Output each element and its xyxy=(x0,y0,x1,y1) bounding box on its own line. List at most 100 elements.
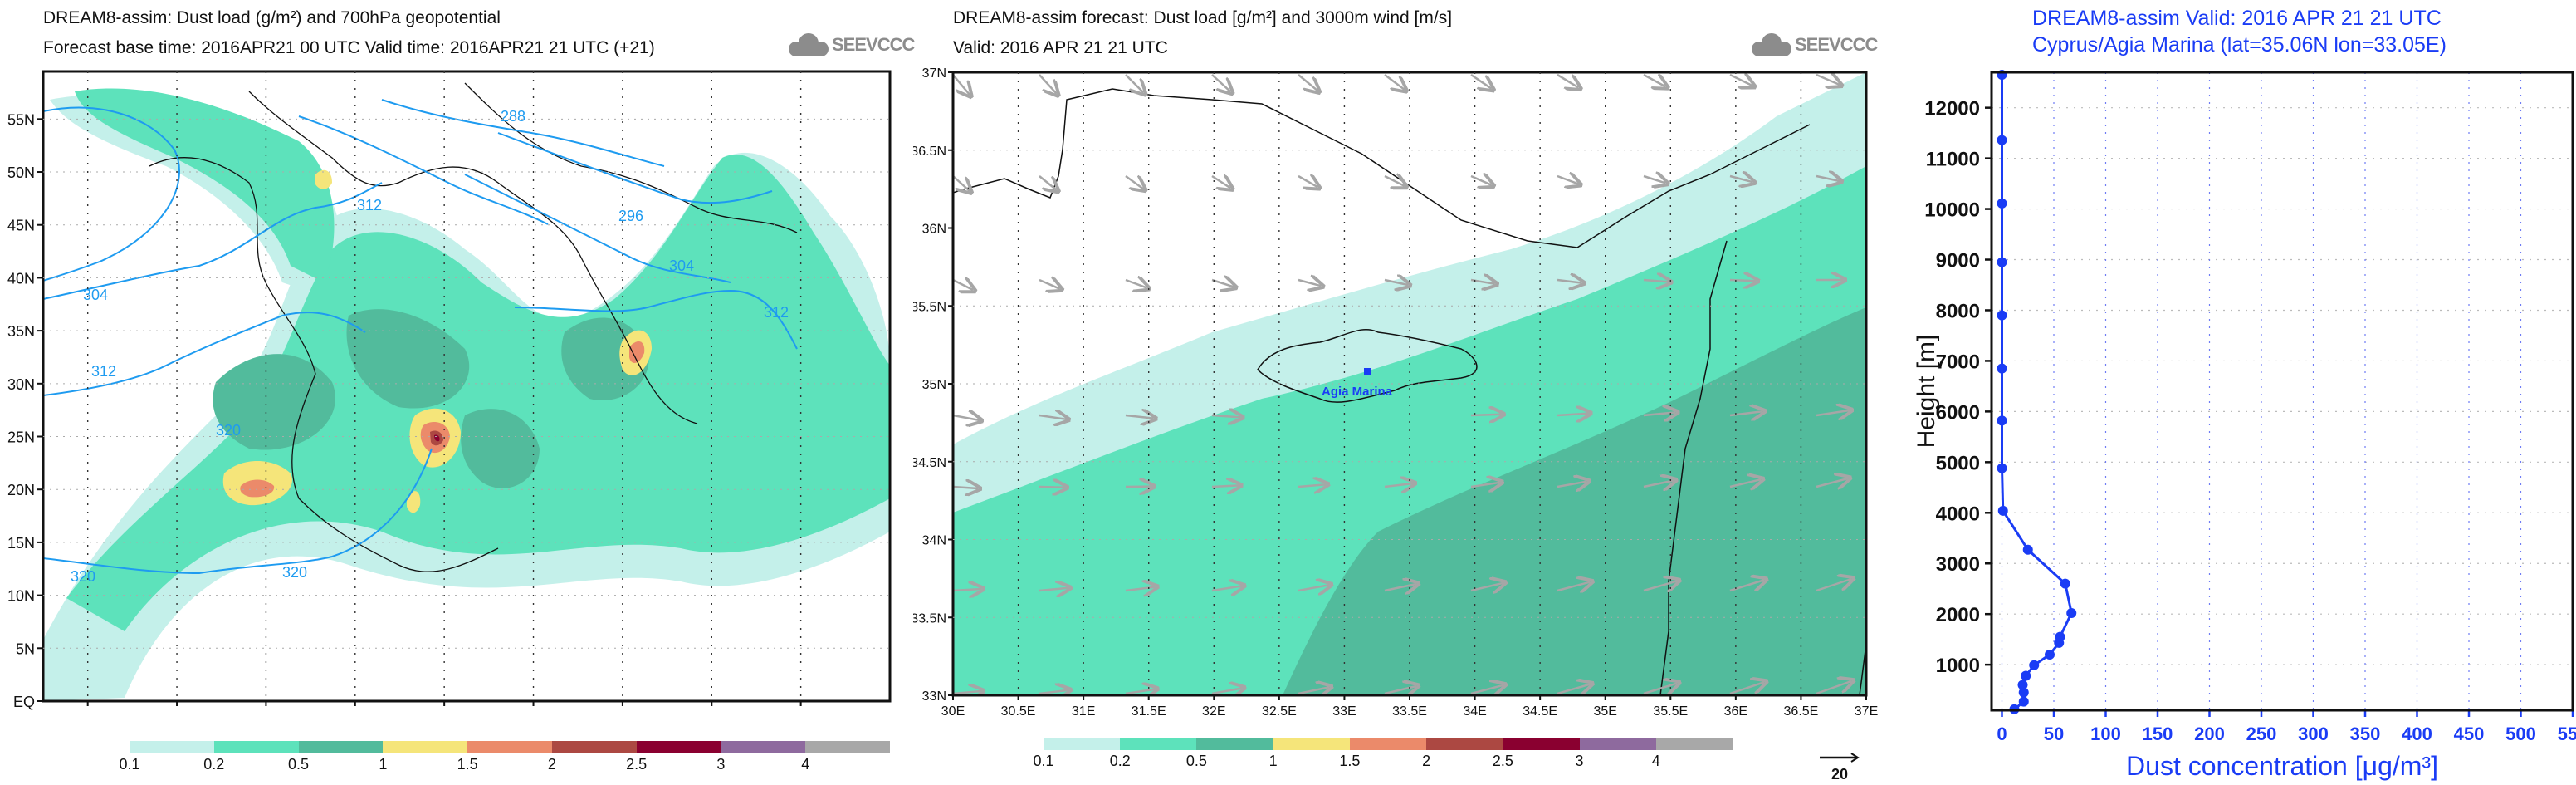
wind-arrow-icon xyxy=(953,175,970,191)
dust-load-field xyxy=(43,82,890,701)
colorbar-segment xyxy=(1273,738,1350,750)
lat-tick-label: 55N xyxy=(7,111,35,128)
x-tick-label: 500 xyxy=(2505,724,2536,744)
y-tick-label: 2000 xyxy=(1936,604,1980,626)
wind-arrow-icon xyxy=(1643,176,1665,183)
colorbar-label: 2 xyxy=(1422,753,1431,769)
contour-label: 312 xyxy=(91,363,116,380)
wind-arrow-icon xyxy=(1211,415,1240,417)
y-tick-label: 6000 xyxy=(1936,401,1980,424)
contour-label: 320 xyxy=(216,422,241,439)
lat-tick-label: 30N xyxy=(7,376,35,393)
wind-scale-legend: 20 xyxy=(1820,753,1860,783)
panel1-subtitle: Forecast base time: 2016APR21 00 UTC Val… xyxy=(43,38,655,57)
wind-arrow-icon xyxy=(1729,75,1752,86)
wind-arrow-icon xyxy=(1384,483,1413,487)
colorbar-label: 3 xyxy=(1575,753,1584,769)
wind-arrow-icon xyxy=(1470,73,1492,89)
colorbar-segment xyxy=(1120,738,1197,750)
colorbar-label: 1.5 xyxy=(457,756,478,773)
lon-tick-label: 0 xyxy=(262,713,270,714)
x-tick-label: 100 xyxy=(2090,724,2121,744)
station-marker-icon[interactable] xyxy=(1364,368,1371,375)
wind-arrow-icon xyxy=(1643,581,1677,591)
contour-312-west xyxy=(43,182,383,300)
y-tick-label: 12000 xyxy=(1924,98,1980,120)
contour-304-west xyxy=(43,106,180,282)
lat-tick-label: 35N xyxy=(922,378,946,392)
profile-point xyxy=(2018,687,2029,698)
profile-point xyxy=(2060,578,2070,589)
lon-tick-label: 30E xyxy=(941,704,965,719)
colorbar-segment xyxy=(636,741,721,753)
y-tick-label: 10000 xyxy=(1924,199,1980,222)
colorbar-segment xyxy=(213,741,299,753)
colorbar-segment xyxy=(1503,738,1580,750)
lon-tick-label: 60E xyxy=(788,713,814,714)
lon-tick-label: 20W xyxy=(72,713,103,714)
lon-tick-label: 31E xyxy=(1072,704,1095,719)
colorbar-segment xyxy=(1349,738,1427,750)
lat-tick-label: 45N xyxy=(7,218,35,234)
x-tick-label: 450 xyxy=(2454,724,2485,744)
wind-arrow-icon xyxy=(1125,176,1144,189)
wind-arrow-icon xyxy=(1125,280,1147,288)
wind-arrow-icon xyxy=(1125,74,1144,93)
lon-tick-label: 34E xyxy=(1463,704,1486,719)
station-label: Agia Marina xyxy=(1322,385,1393,399)
y-tick-label: 9000 xyxy=(1936,250,1980,272)
map-panel-regional: 288 296 304 304 312 312 312 320 320 320 … xyxy=(7,70,892,714)
wind-arrow-icon xyxy=(1557,73,1579,88)
colorbar-label: 3 xyxy=(716,756,726,773)
wind-arrow-icon xyxy=(1384,686,1416,694)
contour-label: 312 xyxy=(357,197,382,213)
colorbar-label: 0.5 xyxy=(1185,753,1207,769)
wind-arrow-icon xyxy=(1816,75,1840,85)
panel2-logo: SEEVCCC xyxy=(1752,33,1878,56)
lon-tick-label: 33E xyxy=(1332,704,1356,719)
contour-320-north xyxy=(43,312,366,396)
wind-arrow-icon xyxy=(1816,176,1840,181)
profile-point xyxy=(2066,607,2077,618)
lon-tick-label: 30E xyxy=(521,713,547,714)
colorbar-panel2 xyxy=(1044,738,1733,750)
profile-point xyxy=(2017,680,2028,690)
lon-tick-label: 34.5E xyxy=(1523,704,1557,719)
lon-tick-label: 35.5E xyxy=(1653,704,1688,719)
wind-arrow-icon xyxy=(953,487,978,488)
wind-arrow-icon xyxy=(1039,690,1068,694)
x-tick-label: 350 xyxy=(2350,724,2381,744)
colorbar-panel1 xyxy=(130,741,890,753)
colorbar-segment xyxy=(1196,738,1273,750)
contour-label: 320 xyxy=(71,568,95,585)
wind-arrow-icon xyxy=(1039,280,1060,289)
y-tick-label: 7000 xyxy=(1936,351,1980,373)
cloud-logo-icon xyxy=(789,33,829,56)
lat-tick-label: 34.5N xyxy=(913,456,946,470)
lon-tick-label: 35E xyxy=(1593,704,1616,719)
lon-tick-label: 10W xyxy=(162,713,193,714)
lat-tick-label: 10N xyxy=(7,588,35,605)
profile-point xyxy=(1997,257,2007,267)
profile-point xyxy=(1997,463,2007,473)
profile-point xyxy=(2045,649,2055,660)
wind-arrow-icon xyxy=(1039,415,1067,419)
wind-arrow-icon xyxy=(1039,175,1057,190)
wind-arrow-icon xyxy=(1211,485,1239,487)
x-tick-label: 200 xyxy=(2194,724,2225,744)
colorbar-segment xyxy=(130,741,214,753)
colorbar-segment xyxy=(1655,738,1733,750)
wind-arrow-icon xyxy=(1557,280,1582,283)
panel3-title: DREAM8-assim Valid: 2016 APR 21 21 UTC xyxy=(2032,7,2442,30)
colorbar-label: 4 xyxy=(1651,753,1660,769)
profile-point xyxy=(1997,310,2007,321)
y-axis-label: Height [m] xyxy=(1913,335,1940,449)
lon-tick-label: 30.5E xyxy=(1001,704,1036,719)
profile-point xyxy=(1997,135,2007,145)
wind-arrow-icon xyxy=(1470,583,1503,591)
colorbar-segment xyxy=(1426,738,1503,750)
contour-label: 304 xyxy=(669,258,694,274)
panel2-title: DREAM8-assim forecast: Dust load [g/m²] … xyxy=(953,8,1453,27)
profile-point xyxy=(1997,198,2007,209)
wind-arrow-icon xyxy=(1557,582,1591,591)
